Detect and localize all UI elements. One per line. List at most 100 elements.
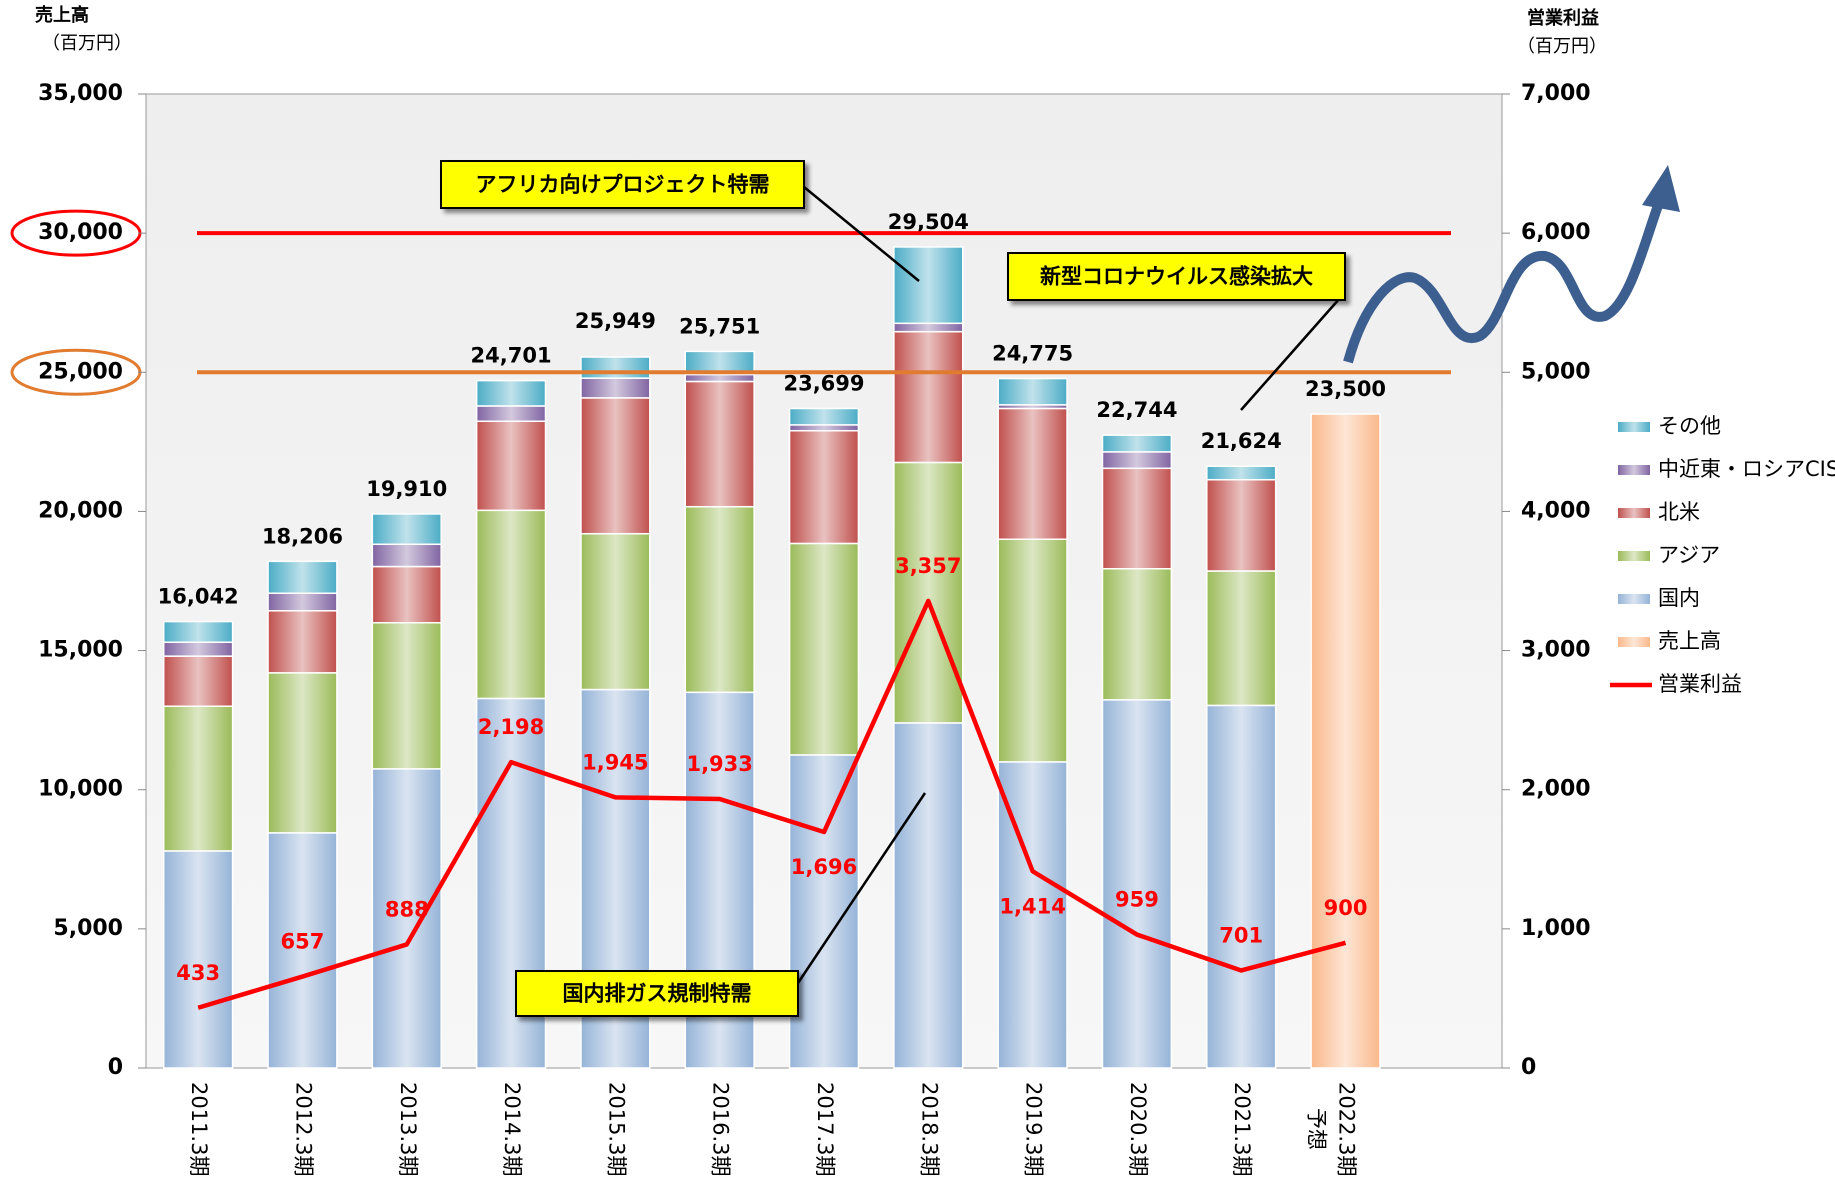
- y-tick-label: 0: [108, 1055, 123, 1080]
- bar-segment: [1206, 478, 1277, 572]
- y2-tick-label: 0: [1521, 1055, 1536, 1080]
- bar-segment: [1101, 467, 1173, 570]
- x-tick-label: 2020.3期: [1126, 1082, 1150, 1176]
- bar-segment: [580, 356, 651, 379]
- bar-segment: [162, 850, 234, 1069]
- x-tick-label: 2022.3期: [1335, 1082, 1359, 1176]
- x-tick-label: 2013.3期: [396, 1082, 420, 1176]
- total-label: 18,206: [262, 524, 343, 548]
- x-tick-label: 2012.3期: [291, 1082, 315, 1176]
- x-tick-label: 2017.3期: [813, 1082, 837, 1176]
- annotation-box: [515, 970, 799, 1017]
- bar-segment: [371, 565, 442, 624]
- bar-segment: [580, 397, 651, 535]
- annotation-leader: [796, 792, 927, 984]
- legend-swatch: [1618, 551, 1650, 561]
- y2-tick-label: 6,000: [1521, 220, 1591, 245]
- bar-segment: [267, 610, 338, 674]
- bar-segment: [1310, 413, 1381, 1069]
- bar-segment: [475, 420, 547, 512]
- bar-segment: [371, 621, 442, 770]
- legend-swatch: [1618, 465, 1650, 475]
- x-tick-label: 2016.3期: [709, 1082, 733, 1176]
- total-label: 25,751: [679, 314, 760, 338]
- legend-label: その他: [1658, 414, 1721, 438]
- bar-segment: [684, 350, 755, 376]
- total-label: 29,504: [888, 210, 969, 234]
- bar-segment: [371, 513, 442, 546]
- x-tick-label: 2014.3期: [500, 1082, 524, 1176]
- value-label: 3,357: [895, 554, 961, 578]
- total-label: 24,701: [471, 344, 552, 368]
- y2-axis-title: 営業利益: [1527, 7, 1599, 29]
- total-label: 16,042: [158, 585, 239, 609]
- bar-segment: [267, 672, 338, 834]
- total-label: 23,500: [1305, 377, 1386, 401]
- bar-segment: [1101, 699, 1173, 1069]
- bar-segment: [788, 407, 860, 426]
- y2-axis-unit: （百万円）: [1517, 36, 1607, 57]
- forecast-label: 予想: [1305, 1108, 1329, 1150]
- y2-tick-label: 1,000: [1521, 916, 1591, 941]
- total-label: 24,775: [992, 342, 1073, 366]
- legend-swatch: [1618, 422, 1650, 432]
- total-label: 23,699: [783, 371, 864, 395]
- bar-segment: [1101, 434, 1173, 453]
- x-tick-label: 2015.3期: [604, 1082, 628, 1176]
- x-tick-label: 2021.3期: [1230, 1082, 1254, 1176]
- bar-segment: [893, 330, 964, 464]
- y2-tick-label: 5,000: [1521, 359, 1591, 384]
- value-label: 2,198: [478, 715, 544, 739]
- y-tick-label: 25,000: [38, 359, 123, 384]
- x-tick-label: 2018.3期: [917, 1082, 941, 1176]
- bar-segment: [997, 538, 1068, 763]
- line: [197, 598, 1347, 1010]
- trend-arrow-head: [1642, 165, 1680, 212]
- annotation-leader: [1240, 297, 1341, 411]
- legend-label: アジア: [1658, 543, 1720, 567]
- trend-arrow: [1343, 198, 1665, 364]
- value-label: 701: [1219, 923, 1263, 947]
- bar-segment: [162, 641, 234, 657]
- annotation-box: [440, 160, 805, 209]
- legend-label: 営業利益: [1658, 672, 1742, 696]
- value-label: 1,945: [582, 750, 648, 774]
- bar-segment: [684, 505, 755, 694]
- bar-segment: [475, 509, 547, 700]
- value-label: 900: [1324, 896, 1368, 920]
- overlays: 16,042 2011.3期 18,206 2012.3期 19,910 2013.3期 2…: [10, 160, 1835, 1176]
- total-label: 21,624: [1201, 429, 1282, 453]
- annotation-text: 新型コロナウイルス感染拡大: [1040, 265, 1313, 289]
- value-label: 1,696: [791, 855, 857, 879]
- value-label: 888: [385, 897, 429, 921]
- value-label: 657: [281, 930, 325, 954]
- bar-segment: [267, 832, 338, 1069]
- bar-segment: [893, 322, 964, 333]
- annotation-text: 国内排ガス規制特需: [563, 982, 752, 1006]
- bar-segment: [267, 560, 338, 594]
- bar-segment: [1101, 451, 1173, 470]
- bar-segment: [997, 407, 1068, 541]
- bar-segment: [162, 655, 234, 707]
- legend-label: 国内: [1658, 586, 1700, 610]
- value-label: 1,933: [686, 752, 752, 776]
- legend-label: 中近東・ロシアCIS: [1658, 457, 1835, 481]
- value-label: 433: [176, 961, 220, 985]
- y2-tick-label: 4,000: [1521, 498, 1591, 523]
- legend-label: 売上高: [1658, 629, 1721, 653]
- legend-swatch: [1618, 637, 1650, 647]
- value-label: 959: [1115, 888, 1159, 912]
- bar-segment: [1101, 568, 1173, 701]
- y-tick-label: 30,000: [38, 220, 123, 245]
- annotation-box: [1007, 252, 1346, 301]
- value-label: 1,414: [999, 894, 1065, 918]
- y-tick-label: 5,000: [53, 916, 123, 941]
- legend-swatch: [1618, 594, 1650, 604]
- legend-swatch: [1618, 508, 1650, 518]
- y-tick-label: 15,000: [38, 638, 123, 663]
- legend-label: 北米: [1658, 500, 1700, 524]
- total-label: 25,949: [575, 309, 656, 333]
- bar-segment: [684, 380, 755, 508]
- bar-segment: [788, 429, 860, 545]
